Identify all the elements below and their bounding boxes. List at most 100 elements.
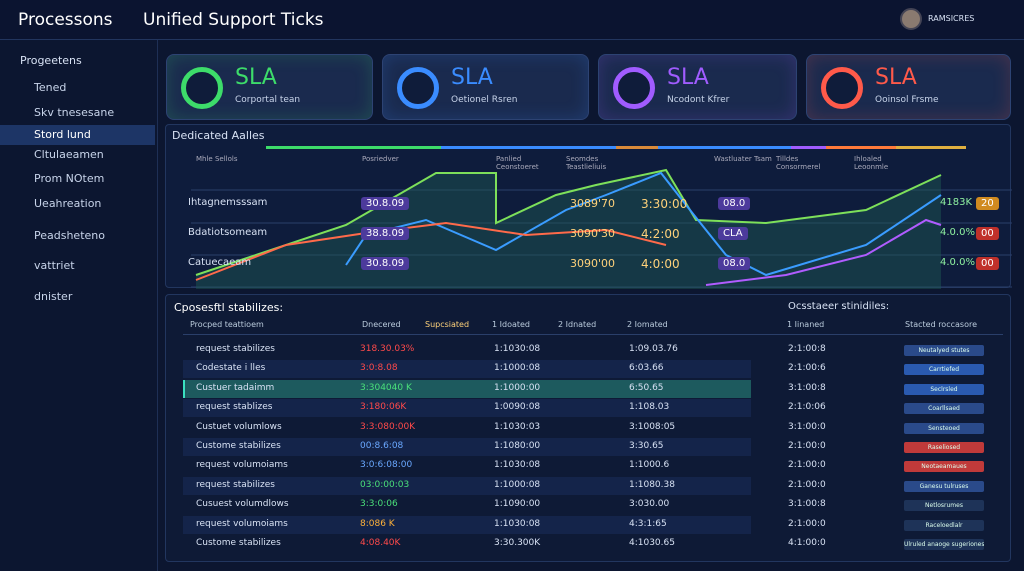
top-bar: Processons Unified Support Ticks RAMSICR… [0, 0, 1024, 40]
ticket-name: request volumoiams [196, 460, 288, 471]
table-row[interactable] [183, 360, 751, 379]
ticket-name: Custome stabilizes [196, 441, 281, 451]
series-badge: 08.0 [718, 257, 751, 270]
ticket-name: Codestate i lles [196, 363, 266, 374]
status-pill[interactable]: Netlosrumes [904, 500, 984, 512]
series-badge: 38.8.09 [361, 227, 410, 240]
nav-item[interactable]: Prom NOtem [34, 172, 105, 185]
sla-title: SLA [667, 65, 709, 90]
sla-subtitle: Oetionel Rsren [451, 95, 518, 105]
nav-item[interactable]: Tened [34, 81, 67, 94]
series-badge: CLA [718, 227, 748, 240]
series-label: Bdatiotsomeam [188, 227, 268, 238]
table-row[interactable] [183, 515, 751, 534]
series-value: 3090'30 [570, 227, 616, 240]
table-title: Cposesftl stabilizes: [174, 301, 284, 314]
ticket-time: 1:1080.38 [629, 479, 675, 490]
ticket-metric: 3:304040 K [360, 382, 412, 393]
series-label: Ihtagnemsssam [188, 197, 268, 208]
ticket-metric: 00:8.6:08 [360, 441, 404, 451]
table-row[interactable] [183, 438, 751, 456]
ticket-time: 3:1:00:8 [788, 499, 826, 510]
ticket-name: Custuer tadaimm [196, 382, 275, 393]
table-row[interactable] [183, 399, 751, 418]
user-name[interactable]: RAMSICRES [928, 14, 975, 23]
series-badge: 30.8.09 [361, 257, 410, 270]
ticket-time: 2:1:00:0 [788, 518, 826, 529]
sla-title: SLA [235, 65, 277, 90]
status-pill[interactable]: Ganesu tulruses [904, 480, 984, 492]
sla-card[interactable]: SLA Ooinsol Frsme [806, 54, 1011, 120]
chart-column-label: Posriedver [362, 155, 399, 163]
ticket-time: 1:1030:08 [494, 518, 541, 529]
nav-item[interactable]: vattriet [34, 259, 75, 272]
ticket-time: 1:1080:00 [494, 441, 541, 451]
ticket-name: Custome stabilizes [196, 538, 281, 548]
ticket-name: request stabilizes [196, 479, 275, 490]
ticket-time: 1:0090:08 [494, 402, 541, 413]
series-badge: 08.0 [718, 197, 751, 210]
sla-ring [397, 67, 439, 109]
series-value: 3090'00 [570, 257, 616, 270]
status-pill[interactable]: Carrtiefed [904, 364, 984, 376]
ticket-time: 6:50.65 [629, 382, 664, 393]
status-pill[interactable]: Raseliosed [904, 442, 984, 453]
ticket-time: 1:108.03 [629, 402, 670, 413]
chart-panel: Dedicated Aalles Mhle Sellols Posriedver P… [165, 124, 1012, 289]
avatar[interactable] [900, 8, 922, 30]
status-pill[interactable]: Sensteoed [904, 422, 984, 434]
status-pill[interactable]: Raceloedlalr [904, 519, 984, 531]
ticket-metric: 3:180:06K [360, 402, 407, 413]
sla-card[interactable]: SLA Corportal tean [166, 54, 373, 120]
ticket-time: 6:03.66 [629, 363, 664, 374]
ticket-time: 3:030.00 [629, 499, 670, 510]
ticket-time: 1:1030:03 [494, 421, 541, 432]
status-pill[interactable]: Coarllsaed [904, 403, 984, 415]
series-time: 3:30:00 [641, 197, 688, 211]
ticket-time: 2:1:00:0 [788, 479, 826, 490]
status-pill[interactable]: Seclrsled [904, 383, 984, 395]
table-row[interactable] [183, 476, 751, 495]
column-header: 1 Idoated [492, 320, 531, 329]
column-header: Stacted roccasore [905, 320, 977, 329]
series-time: 4:0:00 [641, 257, 680, 271]
ticket-name: Cusuest volumdlows [196, 499, 289, 510]
column-header: Procped teattioem [190, 320, 264, 329]
chart-column-label: Tilldes Consormerel [776, 155, 821, 171]
sla-card[interactable]: SLA Ncodont Kfrer [598, 54, 797, 120]
ticket-metric: 03:0:00:03 [360, 479, 410, 490]
ticket-time: 4:1:00:0 [788, 538, 826, 548]
ticket-time: 3:1008:05 [629, 421, 676, 432]
legend-strip [266, 146, 966, 149]
ticket-metric: 4:08.40K [360, 538, 401, 548]
ticket-metric: 3:3:0:06 [360, 499, 398, 510]
series-flag: 00 [976, 227, 999, 240]
nav-item[interactable]: Peadsheteno [34, 229, 105, 242]
nav-item[interactable]: Cltulaeamen [34, 148, 104, 161]
status-pill[interactable]: Neotaeamaues [904, 461, 984, 473]
header-rule [183, 334, 1003, 335]
ticket-time: 1:1030:08 [494, 460, 541, 471]
nav-item[interactable]: Skv tnesesane [34, 106, 115, 119]
sidebar-title: Progeetens [20, 54, 82, 67]
ticket-name: Custuet volumlows [196, 421, 282, 432]
nav-item[interactable]: Ueahreation [34, 197, 102, 210]
table-row[interactable] [183, 379, 751, 398]
nav-item[interactable]: Stord lund [0, 125, 155, 145]
sla-card[interactable]: SLA Oetionel Rsren [382, 54, 589, 120]
column-header: 1 Iinaned [787, 320, 825, 329]
ticket-time: 3:30.300K [494, 538, 541, 548]
ticket-time: 2:1:00:8 [788, 344, 826, 354]
page-title: Unified Support Ticks [143, 10, 324, 30]
status-pill[interactable]: Neutalyed stutes [904, 345, 984, 356]
ticket-time: 1:1000:00 [494, 382, 541, 393]
ticket-metric: 318.30.03% [360, 344, 415, 354]
column-header: Dnecered [362, 320, 401, 329]
sidebar: Progeetens Tened Skv tnesesane Stord lund C… [0, 40, 158, 571]
nav-item[interactable]: dnister [34, 290, 73, 303]
ticket-time: 2:1:00:6 [788, 363, 826, 374]
status-pill[interactable]: Ulruled anaoge sugeriones [904, 539, 984, 550]
ticket-time: 1:1000:08 [494, 479, 541, 490]
series-value: 3089'70 [570, 197, 616, 210]
